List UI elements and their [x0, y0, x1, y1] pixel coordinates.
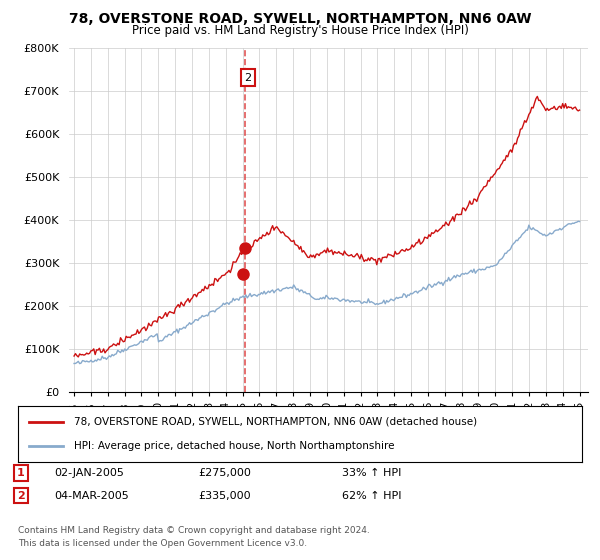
Text: HPI: Average price, detached house, North Northamptonshire: HPI: Average price, detached house, Nort…	[74, 441, 395, 451]
Text: 33% ↑ HPI: 33% ↑ HPI	[342, 468, 401, 478]
Text: Contains HM Land Registry data © Crown copyright and database right 2024.
This d: Contains HM Land Registry data © Crown c…	[18, 526, 370, 548]
Text: 1: 1	[17, 468, 25, 478]
Text: 04-MAR-2005: 04-MAR-2005	[54, 491, 129, 501]
Text: 2: 2	[244, 73, 251, 83]
Text: £335,000: £335,000	[198, 491, 251, 501]
Text: 78, OVERSTONE ROAD, SYWELL, NORTHAMPTON, NN6 0AW (detached house): 78, OVERSTONE ROAD, SYWELL, NORTHAMPTON,…	[74, 417, 478, 427]
Text: £275,000: £275,000	[198, 468, 251, 478]
Text: 2: 2	[17, 491, 25, 501]
Text: Price paid vs. HM Land Registry's House Price Index (HPI): Price paid vs. HM Land Registry's House …	[131, 24, 469, 36]
Text: 62% ↑ HPI: 62% ↑ HPI	[342, 491, 401, 501]
Text: 78, OVERSTONE ROAD, SYWELL, NORTHAMPTON, NN6 0AW: 78, OVERSTONE ROAD, SYWELL, NORTHAMPTON,…	[69, 12, 531, 26]
Text: 02-JAN-2005: 02-JAN-2005	[54, 468, 124, 478]
